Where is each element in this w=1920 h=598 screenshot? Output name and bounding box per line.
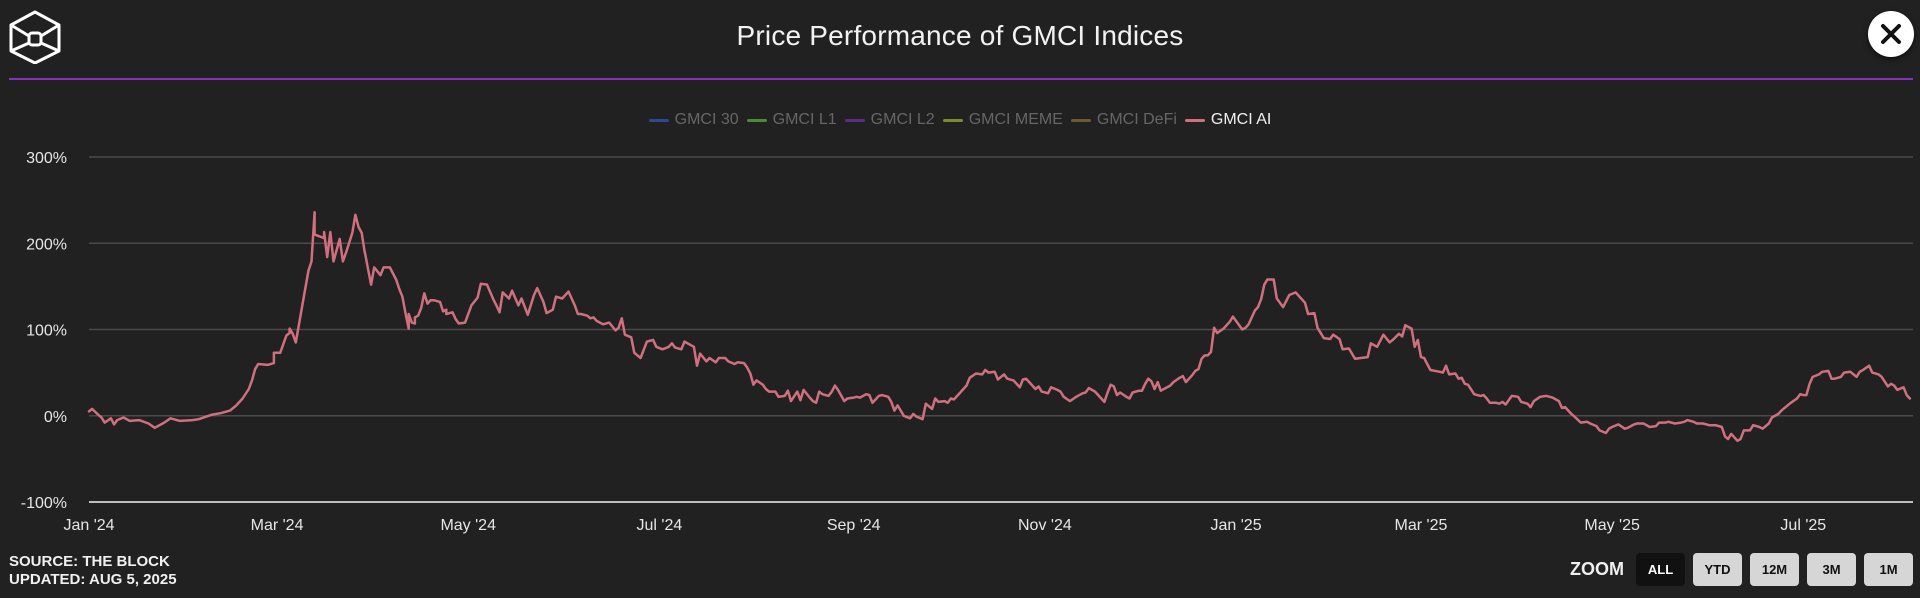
close-x-icon — [1881, 24, 1901, 44]
legend-item-gmci-l2[interactable]: GMCI L2 — [844, 111, 935, 129]
legend-swatch — [844, 118, 865, 122]
close-button[interactable] — [1868, 11, 1914, 57]
x-tick-label: Jul '24 — [637, 517, 683, 534]
legend-item-gmci-ai[interactable]: GMCI AI — [1184, 111, 1272, 129]
logo — [9, 10, 61, 65]
legend-item-gmci-defi[interactable]: GMCI DeFi — [1070, 111, 1177, 129]
zoom-3m-button[interactable]: 3M — [1807, 553, 1856, 586]
legend-label: GMCI L2 — [870, 111, 935, 128]
y-tick-label: 0% — [44, 409, 67, 426]
x-tick-label: May '24 — [440, 517, 496, 534]
legend-swatch — [746, 118, 767, 122]
legend-label: GMCI MEME — [968, 111, 1063, 128]
x-tick-label: Jan '25 — [1211, 517, 1262, 534]
series-line-gmci-ai — [87, 210, 1912, 443]
x-tick-label: Jul '25 — [1780, 517, 1826, 534]
zoom-controls: ZOOM ALL YTD 12M 3M 1M — [1570, 553, 1913, 586]
x-tick-label: Mar '25 — [1395, 517, 1448, 534]
chart-legend: GMCI 30 GMCI L1 GMCI L2 GMCI MEME GMCI DeFi G… — [0, 111, 1920, 129]
x-tick-label: Jan '24 — [63, 517, 114, 534]
legend-label: GMCI L1 — [772, 111, 837, 128]
legend-item-gmci-30[interactable]: GMCI 30 — [648, 111, 739, 129]
y-tick-label: 200% — [26, 236, 67, 253]
y-tick-label: 100% — [26, 323, 67, 340]
legend-swatch — [1070, 118, 1091, 122]
the-block-cube-logo-icon — [9, 10, 61, 65]
updated-label: UPDATED: AUG 5, 2025 — [9, 571, 177, 588]
legend-label: GMCI AI — [1210, 111, 1272, 128]
legend-item-gmci-meme[interactable]: GMCI MEME — [942, 111, 1063, 129]
y-tick-label: 300% — [26, 150, 67, 167]
y-tick-label: -100% — [21, 495, 67, 512]
header-divider — [9, 78, 1913, 80]
legend-swatch — [1184, 118, 1205, 122]
zoom-label: ZOOM — [1570, 559, 1624, 579]
zoom-1m-button[interactable]: 1M — [1864, 553, 1913, 586]
page-title: Price Performance of GMCI Indices — [736, 20, 1184, 51]
legend-label: GMCI DeFi — [1096, 111, 1177, 128]
x-tick-label: May '25 — [1584, 517, 1640, 534]
legend-swatch — [942, 118, 963, 122]
legend-item-gmci-l1[interactable]: GMCI L1 — [746, 111, 837, 129]
x-tick-label: Nov '24 — [1018, 517, 1072, 534]
zoom-ytd-button[interactable]: YTD — [1693, 553, 1742, 586]
x-tick-label: Sep '24 — [827, 517, 881, 534]
source-label: SOURCE: THE BLOCK — [9, 553, 170, 570]
zoom-12m-button[interactable]: 12M — [1750, 553, 1799, 586]
legend-swatch — [648, 118, 669, 122]
zoom-all-button[interactable]: ALL — [1636, 553, 1685, 586]
source-note: SOURCE: THE BLOCK UPDATED: AUG 5, 2025 — [9, 553, 177, 589]
legend-label: GMCI 30 — [674, 111, 739, 128]
x-tick-label: Mar '24 — [251, 517, 304, 534]
